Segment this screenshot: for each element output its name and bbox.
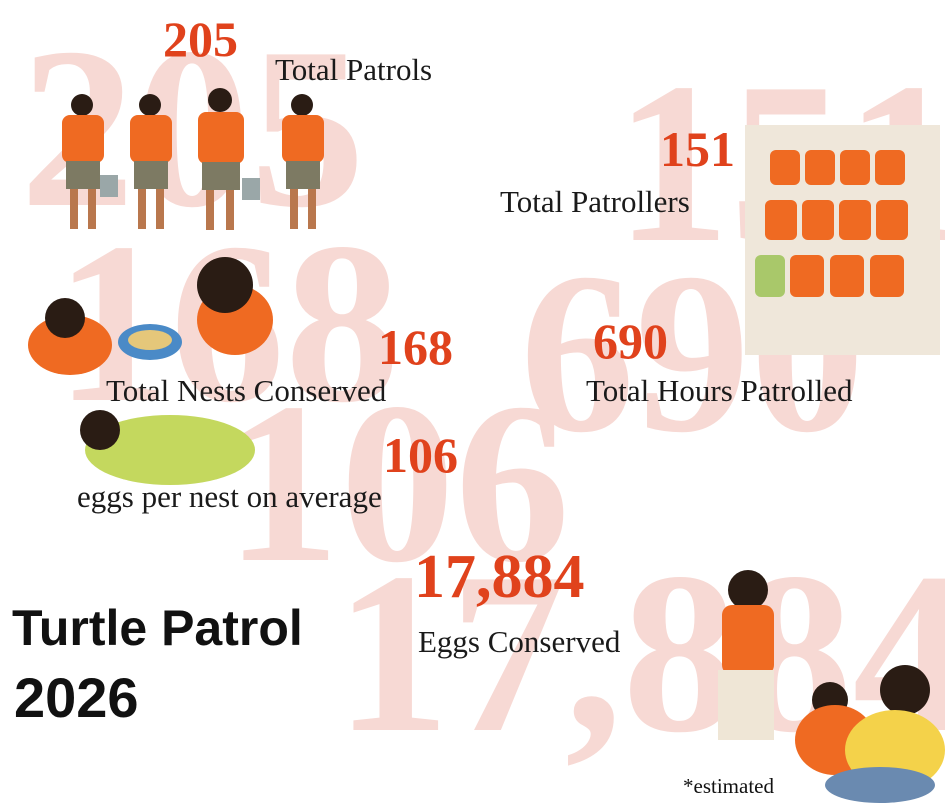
footnote: *estimated [683, 774, 774, 798]
stat-value: 106 [383, 427, 458, 483]
stat-label: Total Hours Patrolled [586, 373, 853, 408]
stat-label: Total Patrollers [500, 184, 690, 219]
stat-label: eggs per nest on average [77, 479, 382, 514]
title: Turtle Patrol [12, 600, 303, 656]
stat-value: 17,884 [414, 543, 585, 611]
stat-value: 690 [593, 313, 668, 369]
patroller-group [745, 125, 940, 355]
stat-label: Total Nests Conserved [106, 373, 387, 408]
stat-label: Eggs Conserved [418, 624, 621, 659]
title-year: 2026 [14, 666, 139, 729]
stat-value: 205 [163, 11, 238, 67]
stat-value: 151 [660, 121, 735, 177]
infographic: 205 151 168 690 106 17,884 205 Total Pat [0, 0, 945, 805]
stat-label: Total Patrols [275, 52, 432, 87]
stat-value: 168 [378, 319, 453, 375]
